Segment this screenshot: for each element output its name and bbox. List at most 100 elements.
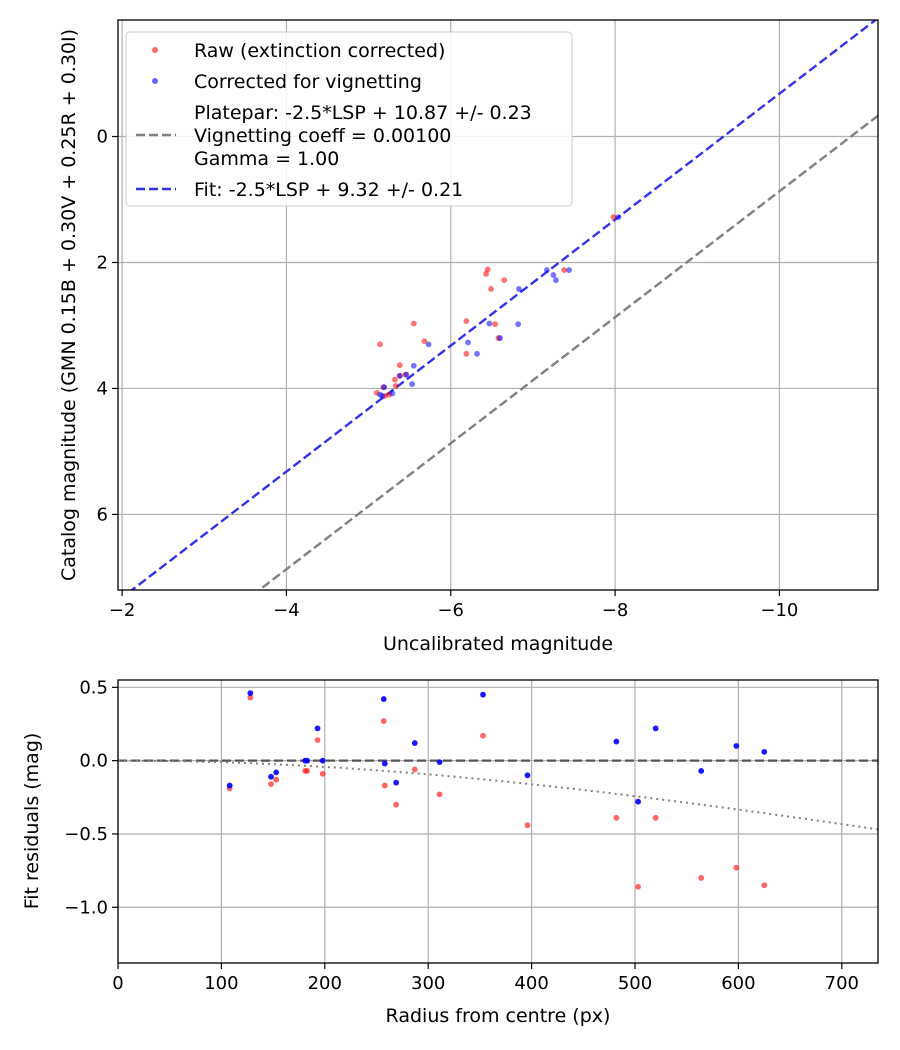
top-y-tick-label: 6 bbox=[97, 504, 108, 525]
bottom-point-corrected bbox=[436, 759, 443, 766]
bottom-point-corrected bbox=[314, 725, 321, 732]
bottom-x-tick-label: 400 bbox=[514, 973, 548, 994]
top-y-tick-label: 0 bbox=[97, 127, 108, 148]
bottom-point-corrected bbox=[411, 740, 418, 746]
top-point-raw bbox=[410, 320, 417, 327]
top-point-raw bbox=[391, 376, 398, 383]
top-point-raw bbox=[396, 362, 403, 369]
top-point-corrected bbox=[566, 267, 572, 273]
top-point-corrected bbox=[550, 272, 557, 278]
top-point-corrected bbox=[425, 341, 432, 348]
bottom-point-raw bbox=[480, 732, 486, 739]
bottom-point-corrected bbox=[381, 760, 388, 767]
top-y-axis-label: Catalog magnitude (GMN 0.15B + 0.30V + 0… bbox=[58, 29, 80, 581]
legend-label: Raw (extinction corrected) bbox=[194, 40, 445, 62]
bottom-x-tick-label: 200 bbox=[308, 973, 342, 994]
bottom-point-raw bbox=[613, 814, 620, 821]
top-x-tick-label: −4 bbox=[273, 600, 300, 621]
bottom-point-raw bbox=[393, 801, 400, 808]
bottom-point-raw bbox=[761, 882, 768, 889]
top-point-corrected bbox=[410, 362, 417, 369]
top-point-corrected bbox=[403, 371, 410, 378]
top-point-corrected bbox=[543, 267, 550, 273]
top-point-corrected bbox=[486, 320, 493, 327]
legend-label: Corrected for vignetting bbox=[194, 71, 422, 93]
bottom-axes-frame bbox=[117, 679, 879, 964]
top-axes-frame bbox=[117, 19, 879, 591]
bottom-point-raw bbox=[380, 718, 387, 724]
top-point-raw bbox=[421, 338, 428, 345]
top-line-platepar bbox=[257, 114, 878, 590]
bottom-point-corrected bbox=[652, 725, 659, 732]
bottom-point-corrected bbox=[480, 691, 486, 698]
legend-marker bbox=[152, 78, 158, 84]
top-point-raw bbox=[501, 277, 508, 284]
bottom-point-corrected bbox=[304, 757, 311, 764]
top-line-fit bbox=[129, 20, 878, 590]
bottom-point-raw bbox=[411, 766, 418, 773]
bottom-point-corrected bbox=[524, 772, 531, 779]
top-point-raw bbox=[484, 266, 491, 273]
legend-label: Vignetting coeff = 0.00100 bbox=[194, 125, 451, 147]
bottom-point-raw bbox=[652, 814, 659, 821]
bottom-point-corrected bbox=[380, 696, 387, 702]
top-point-raw bbox=[483, 270, 489, 277]
top-point-corrected bbox=[516, 286, 522, 292]
bottom-x-tick-label: 700 bbox=[825, 973, 859, 994]
top-point-corrected bbox=[381, 384, 388, 391]
bottom-vignetting-curve bbox=[118, 759, 878, 831]
legend-label: Platepar: -2.5*LSP + 10.87 +/- 0.23 bbox=[194, 102, 532, 124]
bottom-points bbox=[226, 690, 768, 890]
bottom-y-axis-label: Fit residuals (mag) bbox=[21, 733, 43, 910]
top-x-tick-label: −8 bbox=[602, 600, 629, 621]
top-ticks: −2 −4 −6 −8 −10 0 2 4 6 bbox=[97, 127, 799, 621]
top-point-corrected bbox=[465, 339, 471, 346]
bottom-point-raw bbox=[247, 694, 254, 701]
top-y-tick-label: 4 bbox=[97, 378, 108, 399]
bottom-point-corrected bbox=[226, 782, 233, 789]
bottom-ticks: 0 100 200 300 400 500 600 700 0.5 0.0 −0.5 −1.0 bbox=[64, 677, 859, 994]
top-point-corrected bbox=[615, 214, 622, 221]
bottom-grid bbox=[117, 680, 878, 963]
bottom-point-corrected bbox=[247, 690, 254, 697]
top-x-tick-label: −10 bbox=[760, 600, 798, 621]
bottom-x-tick-label: 600 bbox=[721, 973, 755, 994]
bottom-y-tick-label: 0.0 bbox=[79, 751, 108, 772]
bottom-point-corrected bbox=[613, 738, 620, 745]
top-point-raw bbox=[377, 341, 383, 348]
top-point-corrected bbox=[377, 391, 383, 398]
top-y-tick-label: 2 bbox=[97, 252, 108, 273]
top-point-corrected bbox=[497, 335, 503, 341]
top-point-raw bbox=[492, 321, 499, 328]
legend-label: Fit: -2.5*LSP + 9.32 +/- 0.21 bbox=[194, 179, 463, 201]
top-fit-lines bbox=[129, 20, 878, 590]
top-legend: Raw (extinction corrected) Corrected for … bbox=[125, 31, 573, 207]
bottom-point-corrected bbox=[393, 779, 400, 786]
bottom-point-corrected bbox=[319, 757, 326, 764]
bottom-point-corrected bbox=[268, 773, 274, 780]
top-point-raw bbox=[463, 350, 470, 357]
bottom-point-corrected bbox=[733, 743, 740, 749]
bottom-point-raw bbox=[381, 782, 388, 789]
bottom-panel: 0 100 200 300 400 500 600 700 0.5 0.0 −0.5 −1.0 Rad… bbox=[21, 677, 879, 1027]
top-point-raw bbox=[463, 318, 470, 324]
bottom-x-tick-label: 500 bbox=[618, 973, 652, 994]
top-point-corrected bbox=[474, 350, 480, 357]
top-panel: −2 −4 −6 −8 −10 0 2 4 6 Uncalibrated magnitude C… bbox=[58, 19, 879, 655]
bottom-point-raw bbox=[304, 768, 311, 774]
bottom-point-corrected bbox=[698, 768, 705, 774]
bottom-y-tick-label: −1.0 bbox=[64, 897, 108, 918]
bottom-point-corrected bbox=[761, 748, 768, 755]
top-point-raw bbox=[561, 267, 568, 273]
bottom-point-raw bbox=[436, 791, 443, 798]
top-point-raw bbox=[392, 383, 399, 389]
bottom-x-axis-label: Radius from centre (px) bbox=[386, 1005, 611, 1027]
bottom-point-corrected bbox=[273, 769, 280, 776]
bottom-y-tick-label: 0.5 bbox=[79, 677, 108, 698]
bottom-point-raw bbox=[524, 822, 531, 829]
top-point-corrected bbox=[396, 372, 403, 379]
legend-box bbox=[125, 31, 573, 207]
top-x-tick-label: −6 bbox=[437, 600, 464, 621]
bottom-point-raw bbox=[273, 776, 280, 783]
